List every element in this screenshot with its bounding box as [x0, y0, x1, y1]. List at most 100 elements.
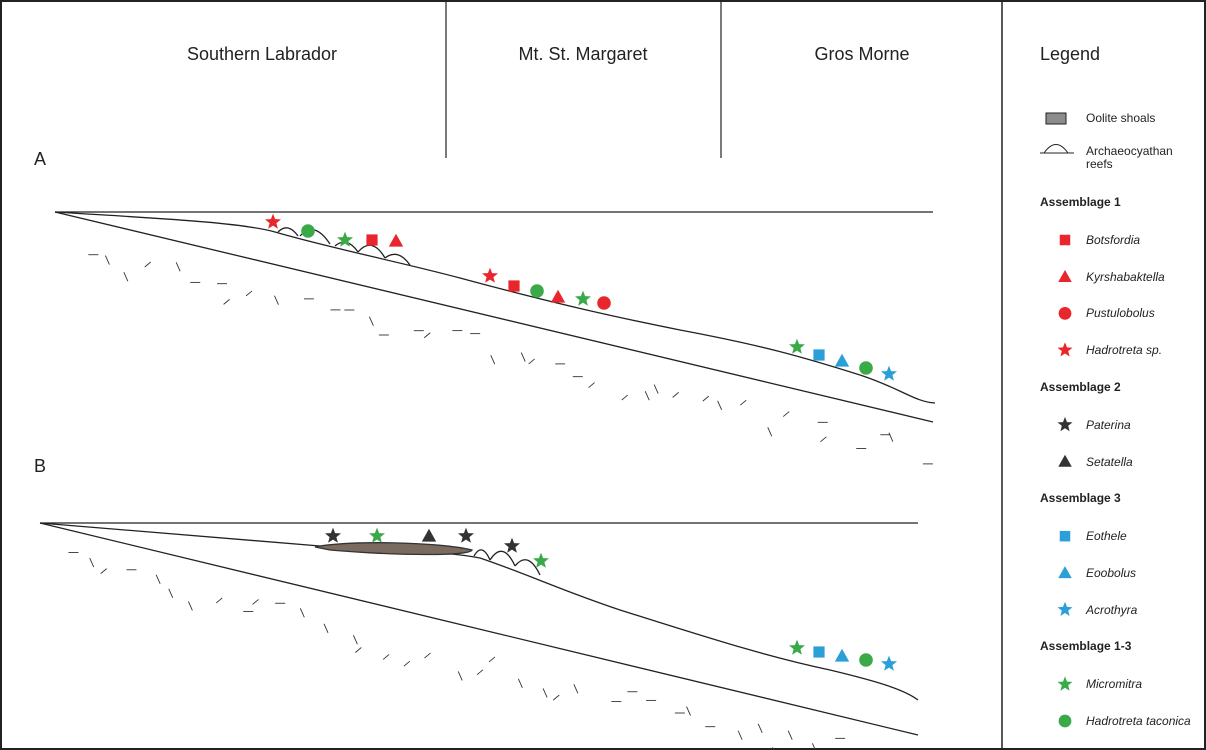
hatch [403, 660, 411, 667]
square-symbol [1059, 234, 1071, 246]
star-symbol [337, 231, 353, 247]
legend-item-label: Setatella [1086, 454, 1133, 469]
star-symbol [1057, 601, 1073, 616]
square-symbol [1059, 530, 1071, 542]
hatch [767, 427, 773, 437]
triangle-symbol [1058, 269, 1072, 282]
panel-label: A [34, 149, 47, 169]
star-symbol [575, 290, 591, 306]
hatch [274, 295, 279, 305]
hatch [528, 358, 535, 365]
hatch [488, 656, 496, 663]
star-symbol [533, 552, 549, 568]
star-symbol [265, 213, 281, 229]
base [39, 522, 919, 736]
hatch [787, 730, 793, 740]
hatch [757, 723, 763, 734]
circle-symbol [859, 653, 873, 667]
hatch [155, 574, 161, 584]
hatch [423, 332, 431, 339]
legend-group-title: Assemblage 3 [1040, 491, 1121, 506]
hatch [100, 568, 107, 574]
star-symbol [1057, 416, 1073, 432]
hatch [368, 316, 374, 326]
legend-item-label: Eothele [1086, 529, 1127, 544]
reef-icon [1040, 144, 1074, 154]
legend-feature: Archaeocyathan reefs [1086, 144, 1173, 171]
star-symbol [325, 527, 341, 543]
profile-a [54, 211, 936, 423]
hatch [739, 399, 747, 406]
legend-group-title: Assemblage 1 [1040, 195, 1121, 209]
hatch [252, 599, 259, 605]
region-label: Mt. St. Margaret [518, 44, 648, 64]
triangle-symbol [421, 528, 437, 542]
star-symbol [1057, 342, 1073, 357]
triangle-symbol [1058, 454, 1072, 467]
star-symbol [881, 655, 897, 671]
square-symbol [508, 280, 520, 292]
hatch [888, 432, 894, 442]
reefs [473, 549, 541, 576]
hatch [352, 634, 358, 645]
star-symbol [881, 365, 897, 381]
star-symbol [504, 537, 520, 553]
hatch [355, 647, 362, 653]
legend-group-title: Assemblage 1-3 [1040, 639, 1132, 654]
legend-item-label: Eoobolus [1086, 565, 1137, 580]
triangle-symbol [550, 289, 566, 303]
hatch [123, 271, 129, 282]
hatch [245, 290, 253, 297]
oolite-icon [1045, 112, 1067, 125]
hatch [672, 392, 679, 398]
hatch [144, 261, 152, 268]
star-symbol [789, 639, 805, 655]
hatch [552, 694, 560, 701]
panel-label: B [34, 456, 47, 476]
hatch [223, 299, 230, 305]
legend-item-label: Kyrshabaktella [1086, 269, 1165, 284]
hatch [820, 436, 827, 443]
triangle-symbol [834, 648, 850, 662]
star-symbol [789, 338, 805, 354]
hatch [621, 394, 629, 401]
region-label: Southern Labrador [186, 44, 338, 64]
hatch [811, 743, 816, 750]
star-symbol [458, 527, 474, 543]
triangle-symbol [1058, 566, 1072, 579]
circle-symbol [301, 224, 315, 238]
legend-feature: Oolite shoals [1086, 111, 1156, 125]
star-symbol [369, 527, 385, 543]
hatch [737, 730, 743, 740]
hatch [457, 671, 463, 681]
hatch [382, 654, 390, 660]
square-symbol [813, 646, 825, 658]
hatch [187, 601, 193, 611]
legend-item-label: Paterina [1086, 417, 1131, 432]
hatch [588, 382, 595, 388]
hatch [424, 652, 431, 659]
circle-symbol [859, 361, 873, 375]
hatch [175, 262, 181, 272]
legend-item-label: Micromitra [1086, 677, 1142, 692]
star-symbol [1057, 676, 1073, 691]
legend-group-title: Assemblage 2 [1040, 379, 1121, 394]
legend-title: Legend [1040, 44, 1101, 64]
legend-item-label: Hadrotreta taconica [1086, 714, 1191, 728]
region-label: Gros Morne [814, 44, 910, 64]
legend-item-label: Hadrotreta sp. [1086, 343, 1163, 358]
hatch [323, 623, 329, 633]
hatch [476, 669, 484, 676]
hatch [215, 597, 223, 604]
legend-item-label: Pustulobolus [1086, 306, 1155, 321]
legend-item-label: Acrothyra [1086, 602, 1138, 617]
triangle-symbol [834, 353, 850, 367]
surface [54, 211, 936, 404]
profile-b [39, 522, 919, 736]
hatch [542, 688, 548, 698]
hatch [573, 684, 579, 694]
hatch [782, 411, 790, 417]
square-symbol [813, 349, 825, 361]
